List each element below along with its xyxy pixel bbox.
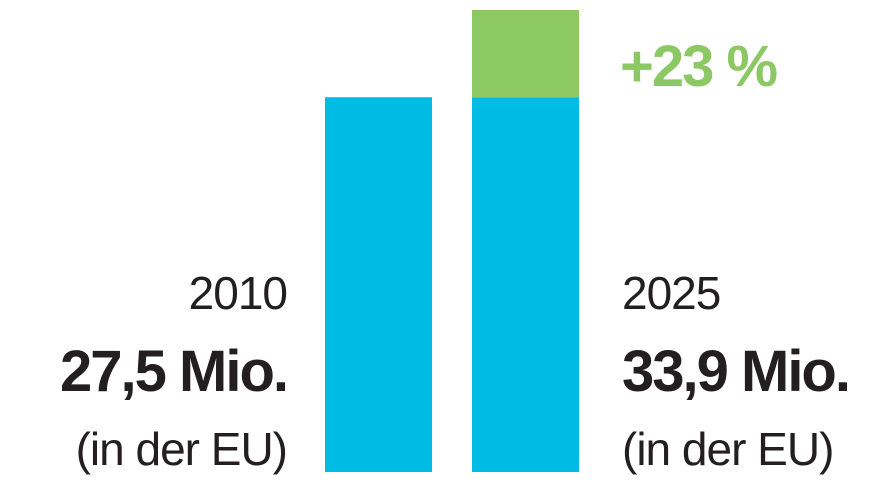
increase-label: +23 % (620, 34, 778, 99)
year-label-2010: 2010 (188, 267, 288, 319)
bar-2025-increase (472, 10, 579, 98)
total-label-2025: 33,9 Mio. (622, 339, 851, 404)
bar-2010-base (325, 97, 432, 472)
bar-2025-base (472, 97, 579, 472)
region-label-2025: (in der EU) (622, 423, 834, 475)
region-label-2010: (in der EU) (75, 423, 288, 475)
year-label-2025: 2025 (622, 267, 721, 319)
total-label-2010: 27,5 Mio. (60, 339, 289, 404)
